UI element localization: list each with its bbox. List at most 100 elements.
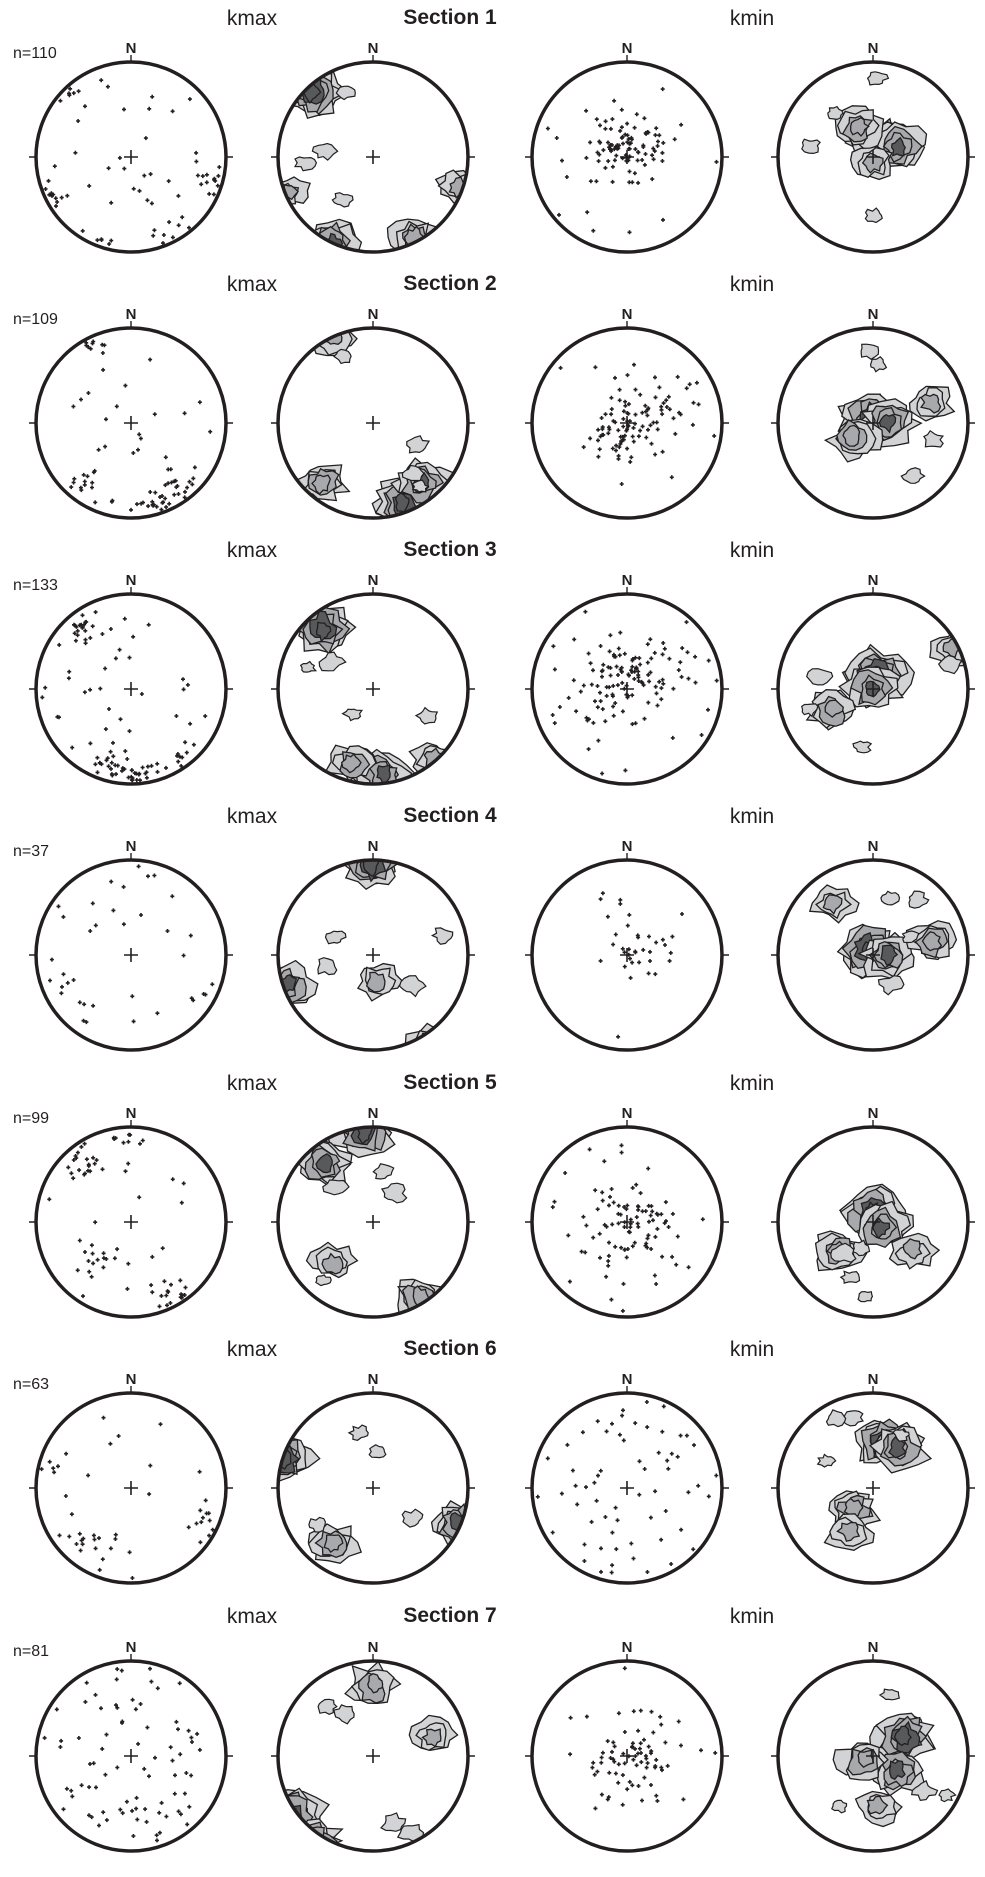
pole-point: [194, 159, 199, 164]
pole-point: [608, 147, 612, 152]
pole-point: [120, 1811, 125, 1816]
pole-point: [67, 669, 72, 674]
pole-point: [155, 1686, 160, 1691]
pole-point: [621, 424, 626, 429]
pole-point: [103, 727, 108, 732]
cardinal-ticks: [771, 1654, 975, 1757]
pole-point: [185, 1822, 190, 1827]
pole-point: [646, 1203, 651, 1208]
center-cross: [866, 1481, 880, 1495]
pole-point: [686, 1265, 691, 1270]
kmin-contour-net: N: [771, 572, 975, 786]
pole-point: [642, 1775, 647, 1780]
pole-point: [587, 1147, 592, 1152]
pole-point: [663, 943, 667, 947]
pole-point: [630, 1244, 635, 1249]
pole-point: [617, 653, 622, 658]
pole-point: [638, 1191, 643, 1196]
density-contour: [880, 944, 899, 966]
pole-point: [620, 1802, 625, 1807]
center-cross: [620, 1749, 634, 1763]
pole-point: [197, 400, 202, 405]
pole-point: [625, 133, 630, 138]
pole-point: [91, 1155, 96, 1160]
center-cross: [124, 1481, 138, 1495]
pole-point: [104, 1818, 109, 1823]
density-contour: [901, 930, 920, 944]
pole-point: [611, 1740, 616, 1745]
pole-point: [170, 1177, 175, 1182]
pole-point: [614, 448, 618, 453]
pole-point: [589, 682, 594, 687]
pole-point: [661, 217, 665, 222]
pole-point: [652, 650, 657, 655]
kmax-scatter-net: N: [29, 306, 233, 520]
pole-point: [130, 1697, 135, 1702]
north-label: N: [622, 40, 633, 57]
kmax-scatter-net: N: [29, 572, 233, 786]
pole-point: [598, 897, 603, 902]
pole-point: [178, 1278, 183, 1283]
pole-point: [660, 1768, 664, 1773]
pole-point: [197, 1747, 202, 1752]
pole-point: [660, 937, 665, 942]
pole-point: [153, 1755, 157, 1760]
density-contour: [376, 764, 391, 784]
pole-point: [566, 1233, 571, 1238]
pole-point: [615, 143, 620, 148]
density-contour: [322, 1179, 350, 1196]
pole-point: [51, 1466, 56, 1471]
kmax-contour-net: N: [271, 838, 475, 1052]
pole-point: [46, 178, 51, 183]
pole-point: [617, 387, 622, 392]
pole-point: [179, 764, 184, 768]
cardinal-ticks: [271, 55, 475, 158]
pole-point: [655, 1226, 660, 1231]
pole-point: [159, 1293, 164, 1298]
pole-point: [634, 665, 639, 670]
density-contour: [324, 930, 347, 945]
pole-point: [581, 1214, 586, 1219]
pole-point: [642, 1467, 647, 1471]
pole-point: [660, 150, 665, 155]
pole-point: [666, 1225, 671, 1229]
pole-point: [155, 1011, 160, 1016]
pole-point: [610, 1530, 615, 1535]
pole-point: [187, 479, 192, 484]
pole-point: [584, 1485, 588, 1490]
pole-point: [659, 1212, 664, 1217]
pole-point: [666, 394, 671, 399]
pole-point: [637, 656, 642, 661]
pole-point: [655, 427, 660, 432]
kmin-scatter-net: N: [525, 838, 729, 1052]
cardinal-ticks: [771, 853, 975, 956]
pole-point: [645, 1761, 650, 1766]
pole-point: [558, 365, 563, 370]
kmax-contour-net: N: [271, 1639, 475, 1853]
pole-point: [70, 1794, 75, 1799]
pole-point: [54, 1707, 59, 1712]
pole-point: [176, 223, 181, 228]
pole-point: [662, 646, 667, 651]
section-3: Section 3 kmax kmin n=133 N N N N: [13, 538, 975, 786]
pole-point: [606, 1263, 611, 1268]
pole-point: [650, 177, 655, 182]
pole-point: [188, 933, 193, 938]
pole-point: [661, 681, 666, 686]
pole-point: [635, 1221, 640, 1226]
pole-point: [659, 697, 664, 702]
pole-point: [591, 720, 596, 725]
pole-point: [595, 705, 600, 710]
pole-point: [57, 642, 62, 647]
pole-point: [173, 1773, 177, 1778]
pole-point: [627, 912, 632, 917]
pole-point: [144, 775, 149, 780]
pole-point: [639, 679, 644, 684]
pole-point: [76, 89, 81, 94]
pole-point: [66, 676, 71, 681]
pole-point: [101, 1256, 106, 1261]
pole-point: [665, 1763, 670, 1768]
pole-point: [83, 628, 88, 633]
pole-point: [592, 1772, 597, 1777]
pole-point: [75, 628, 80, 633]
